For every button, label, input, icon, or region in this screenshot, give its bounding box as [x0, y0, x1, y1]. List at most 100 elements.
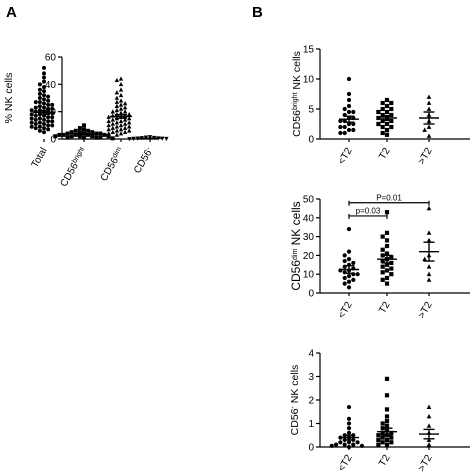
data-point [329, 443, 334, 448]
data-point [114, 132, 120, 137]
data-point [338, 130, 343, 136]
data-point [389, 100, 394, 106]
data-point [346, 97, 352, 103]
data-point [77, 134, 82, 139]
x-category-label: T2 [377, 300, 393, 316]
x-category-label: T2 [377, 146, 393, 162]
y-tick-label: 0 [308, 289, 314, 300]
data-point [118, 118, 124, 124]
data-point [122, 105, 128, 110]
data-point [135, 136, 140, 141]
x-category-label: CD56dim [98, 146, 126, 184]
y-tick-label: 0 [308, 135, 314, 146]
y-tick-label: 4 [308, 349, 314, 360]
data-point [389, 430, 394, 435]
data-point [426, 124, 432, 129]
data-point [346, 404, 352, 410]
data-point [118, 131, 124, 136]
data-point [127, 116, 132, 121]
data-point [426, 277, 432, 282]
data-point [376, 109, 381, 115]
data-point [118, 127, 124, 132]
data-point [342, 253, 347, 258]
data-point [114, 77, 120, 83]
data-point [426, 442, 432, 447]
data-point [426, 94, 432, 99]
x-category-label: CD56- [132, 145, 156, 175]
data-point [65, 131, 70, 136]
data-point [376, 121, 381, 127]
data-point [46, 123, 51, 128]
y-axis-label: % NK cells [3, 73, 15, 124]
data-point [42, 89, 46, 94]
y-tick-label: 40 [45, 80, 57, 91]
data-point [380, 430, 385, 435]
data-point [384, 268, 390, 273]
panel-letter-b: B [252, 4, 263, 21]
data-point [114, 90, 120, 95]
data-point [42, 121, 46, 126]
data-point [426, 271, 432, 277]
data-point [380, 270, 385, 275]
p-value-label: p=0.03 [356, 206, 381, 215]
data-point [426, 133, 432, 138]
data-point [346, 257, 352, 262]
data-point [384, 437, 390, 443]
data-point [426, 100, 432, 105]
data-point [351, 442, 356, 447]
data-point [422, 127, 428, 132]
data-point [122, 117, 128, 122]
data-point [42, 85, 46, 90]
data-point [426, 437, 432, 442]
data-point [118, 87, 124, 92]
data-point [94, 131, 99, 136]
data-point [380, 440, 385, 445]
data-point [426, 404, 432, 409]
y-tick-label: 0 [50, 135, 56, 146]
data-point [384, 407, 390, 412]
data-point [127, 120, 132, 125]
data-point [118, 92, 124, 98]
data-point [346, 285, 352, 290]
data-point [118, 76, 124, 81]
x-category-label: >T2 [416, 453, 435, 474]
data-point [342, 130, 347, 136]
data-point [346, 103, 352, 109]
data-point [355, 272, 360, 277]
data-point [46, 94, 51, 99]
data-point [380, 106, 385, 112]
data-point [33, 121, 38, 126]
data-point [118, 110, 124, 115]
panel-letter-a: A [6, 4, 17, 21]
chart-a: 0204060% NK cellsTotalCD56brightCD56dimC… [3, 53, 169, 189]
data-point [37, 96, 42, 100]
data-point [384, 103, 390, 109]
data-point [42, 97, 46, 102]
data-point [69, 134, 74, 139]
data-point [37, 87, 42, 92]
data-point [106, 122, 111, 128]
data-point [33, 126, 38, 131]
data-point [380, 258, 385, 264]
data-point [355, 440, 360, 445]
data-point [384, 127, 390, 133]
data-point [110, 117, 115, 122]
data-point [42, 113, 46, 118]
data-point [346, 426, 352, 431]
data-point [122, 121, 128, 126]
data-point [346, 416, 352, 421]
x-category-label: <T2 [336, 453, 355, 474]
data-point [33, 113, 38, 118]
data-point [380, 124, 385, 130]
data-point [342, 258, 347, 264]
data-point [346, 444, 352, 450]
data-point [384, 419, 390, 424]
data-point [346, 430, 352, 435]
data-point [359, 443, 365, 448]
data-point [69, 130, 74, 135]
data-point [380, 421, 385, 426]
data-point [110, 109, 115, 114]
data-point [384, 393, 390, 398]
chart-b-negative: 0 1 2 3 4 CD56- NK cells <T2 T2 >T2 [289, 349, 470, 474]
